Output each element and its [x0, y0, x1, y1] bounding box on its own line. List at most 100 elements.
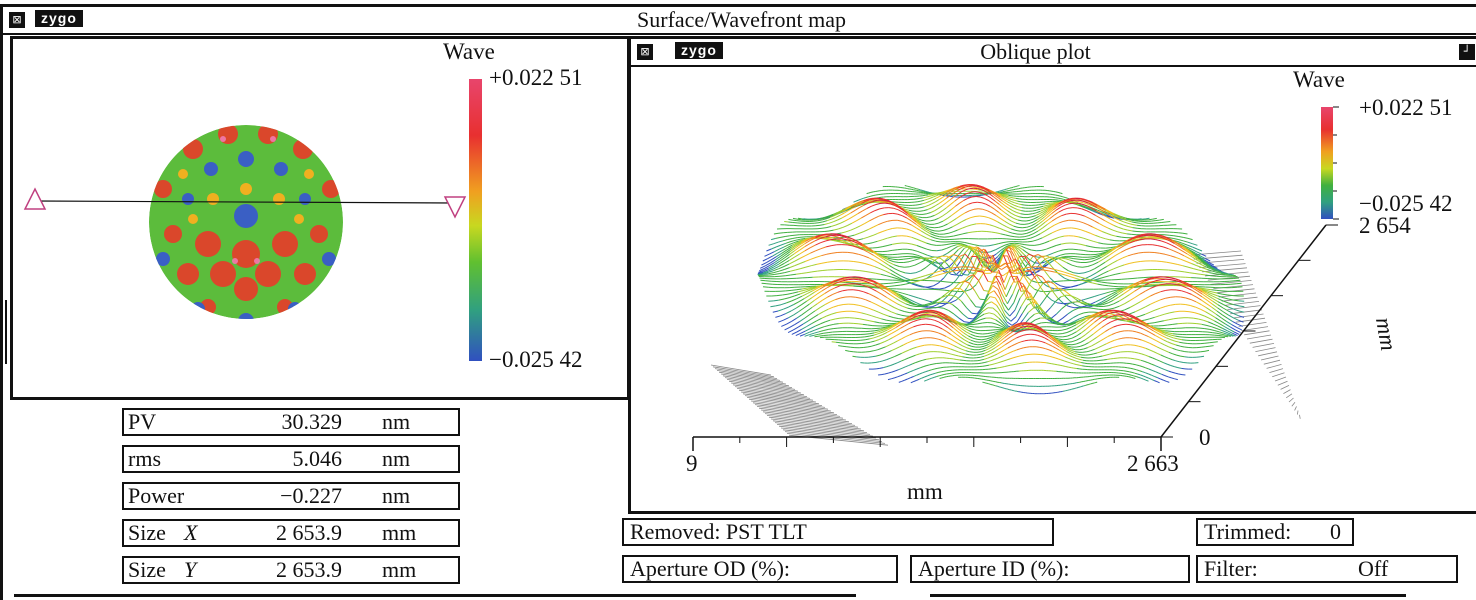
profile-segment: [1123, 256, 1128, 258]
profile-segment: [761, 263, 766, 266]
profile-segment: [792, 299, 797, 301]
profile-segment: [878, 232, 883, 234]
profile-segment: [977, 323, 982, 324]
profile-segment: [826, 234, 831, 235]
profile-segment: [1053, 251, 1058, 253]
profile-segment: [1202, 268, 1207, 270]
profile-segment: [1011, 199, 1014, 200]
profile-segment: [920, 311, 925, 312]
profile-segment: [769, 252, 774, 254]
profile-segment: [1093, 256, 1098, 257]
oblique-window-menu-icon[interactable]: ⊠: [637, 44, 653, 60]
profile-segment: [989, 201, 993, 204]
profile-segment: [1221, 330, 1226, 332]
profile-segment: [871, 288, 876, 291]
profile-segment: [898, 292, 903, 294]
profile-segment: [774, 274, 779, 275]
profile-segment: [945, 286, 950, 289]
profile-segment: [897, 220, 902, 221]
profile-segment: [914, 305, 919, 306]
profile-segment: [1200, 328, 1205, 329]
base-hatch-line: [1289, 398, 1294, 402]
profile-segment: [1071, 200, 1075, 201]
profile-segment: [1036, 207, 1040, 208]
profile-segment: [1154, 253, 1159, 254]
profile-segment: [847, 223, 852, 225]
profile-segment: [817, 318, 822, 321]
profile-segment: [898, 214, 903, 216]
profile-segment: [903, 207, 907, 208]
profile-segment: [882, 294, 887, 297]
profile-segment: [796, 289, 801, 290]
profile-segment: [1061, 243, 1066, 244]
profile-segment: [1220, 275, 1225, 276]
profile-segment: [969, 326, 974, 327]
profile-segment: [1059, 221, 1064, 223]
profile-segment: [1102, 232, 1107, 234]
profile-segment: [778, 320, 783, 322]
window-menu-icon[interactable]: ⊠: [9, 12, 25, 28]
profile-segment: [1173, 334, 1178, 335]
profile-segment: [1080, 215, 1085, 217]
profile-segment: [1176, 290, 1181, 291]
profile-segment: [930, 232, 935, 234]
profile-segment: [879, 299, 884, 302]
profile-segment: [992, 213, 996, 216]
profile-segment: [1036, 211, 1040, 212]
profile-segment: [1007, 196, 1010, 197]
profile-segment: [1165, 313, 1170, 314]
profile-segment: [1098, 243, 1103, 244]
profile-segment: [1166, 222, 1170, 223]
profile-segment: [939, 197, 943, 199]
profile-segment: [1119, 317, 1124, 319]
profile-segment: [1096, 235, 1101, 237]
profile-segment: [907, 229, 912, 231]
profile-segment: [1009, 224, 1013, 226]
profile-segment: [769, 244, 774, 246]
profile-segment: [1021, 214, 1025, 215]
profile-segment: [1231, 284, 1236, 285]
profile-segment: [918, 201, 921, 202]
profile-segment: [905, 273, 910, 274]
profile-segment: [874, 336, 878, 338]
profile-segment: [813, 315, 818, 318]
profile-segment: [805, 314, 810, 318]
profile-segment: [1223, 294, 1228, 295]
profile-segment: [785, 327, 790, 330]
profile-segment: [1169, 336, 1173, 338]
profile-segment: [889, 262, 894, 265]
profile-segment: [895, 273, 900, 276]
profile-segment: [879, 201, 883, 202]
profile-segment: [949, 236, 954, 237]
profile-segment: [989, 313, 994, 314]
profile-segment: [774, 233, 779, 234]
profile-segment: [930, 227, 934, 228]
profile-segment: [1223, 329, 1228, 331]
profile-segment: [809, 333, 814, 335]
profile-segment: [912, 231, 917, 233]
profile-segment: [975, 342, 979, 343]
profile-segment: [882, 238, 887, 240]
profile-segment: [791, 290, 796, 291]
profile-segment: [1093, 227, 1098, 229]
oblique-maximize-icon[interactable]: ┘: [1459, 44, 1475, 60]
profile-segment: [1217, 293, 1222, 294]
profile-segment: [958, 246, 963, 249]
profile-segment: [1016, 306, 1021, 316]
profile-segment: [911, 213, 915, 214]
profile-segment: [1153, 245, 1158, 246]
profile-segment: [1006, 204, 1010, 206]
profile-segment: [1216, 328, 1221, 330]
profile-segment: [869, 294, 874, 296]
profile-segment: [820, 293, 825, 296]
profile-segment: [989, 245, 994, 246]
profile-segment: [887, 244, 892, 245]
profile-segment: [955, 198, 959, 201]
profile-segment: [1081, 325, 1086, 329]
profile-segment: [788, 239, 793, 240]
profile-segment: [876, 304, 881, 307]
profile-segment: [1078, 202, 1082, 203]
profile-segment: [910, 273, 915, 274]
profile-segment: [1174, 271, 1179, 272]
profile-segment: [915, 277, 920, 279]
